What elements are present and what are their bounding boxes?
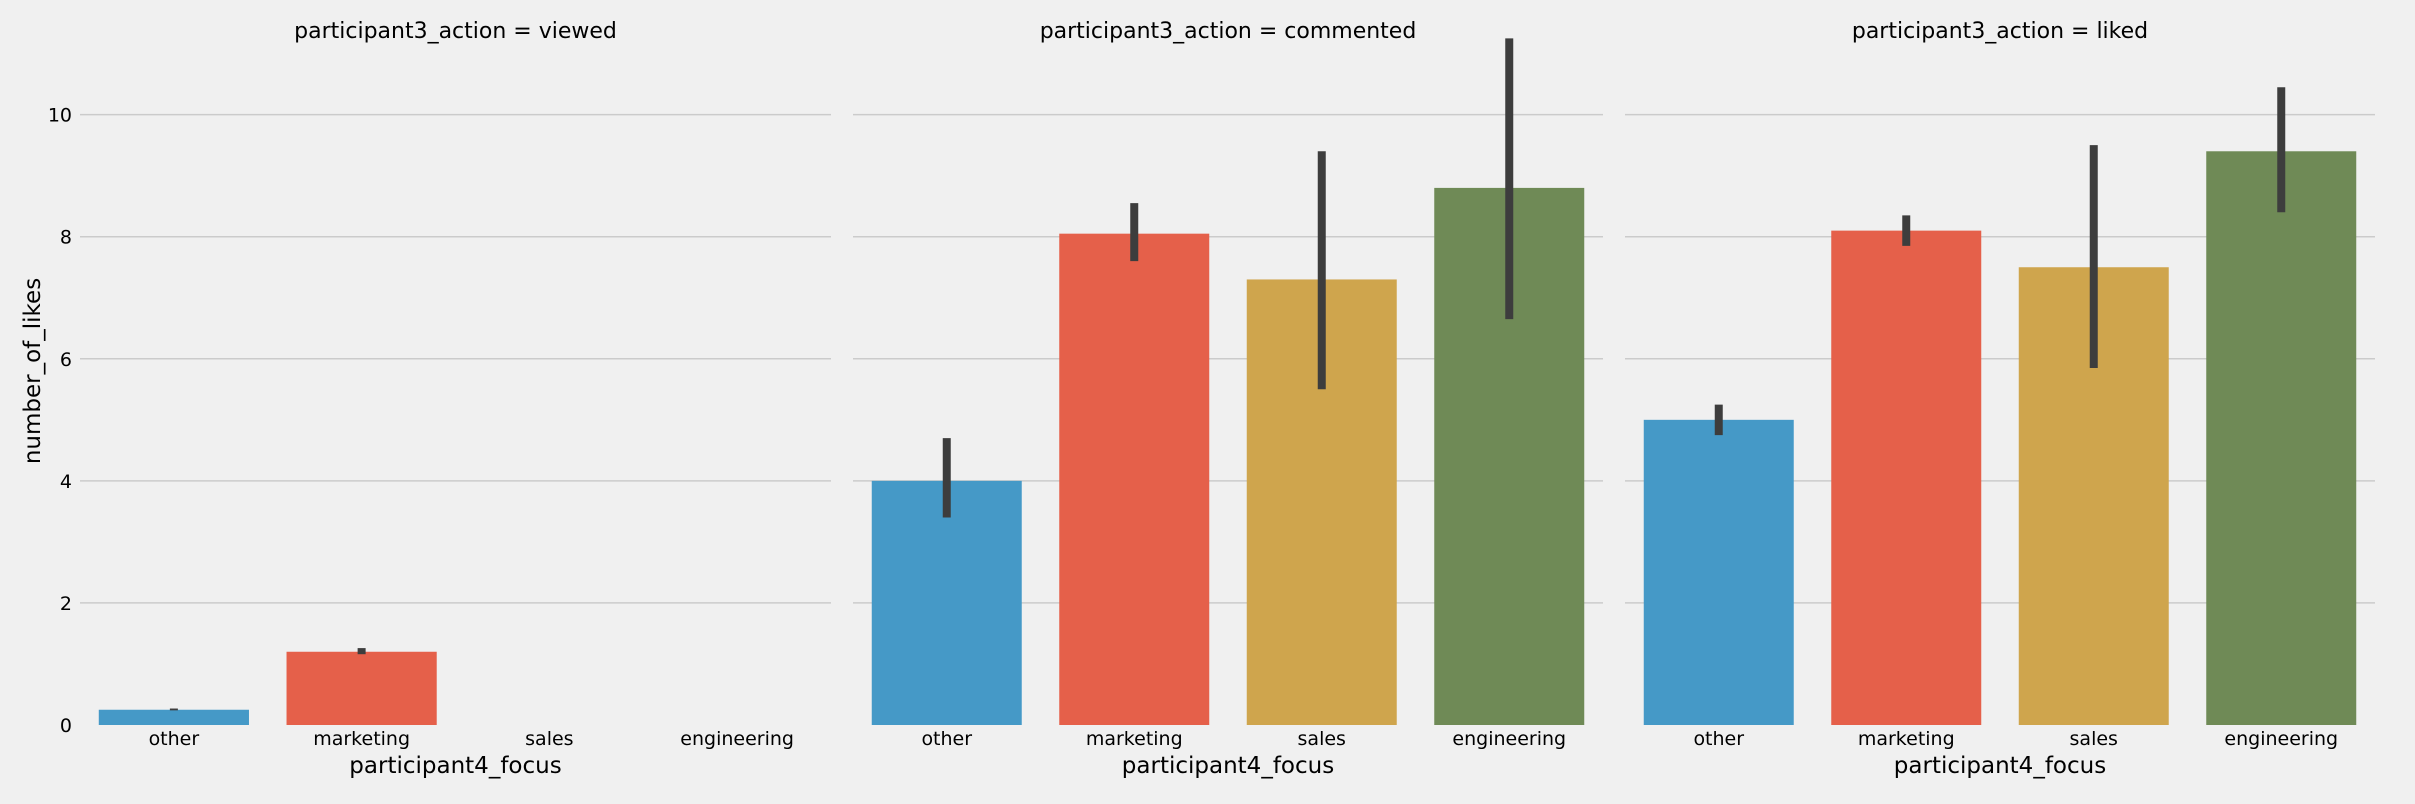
x-axis-label: participant4_focus — [1894, 753, 2106, 779]
facet-title: participant3_action = viewed — [294, 19, 617, 44]
y-axis-label: number_of_likes — [20, 278, 46, 464]
x-tick-label: engineering — [680, 728, 794, 750]
facet-title: participant3_action = commented — [1040, 19, 1417, 44]
x-axis-label: participant4_focus — [1122, 753, 1334, 779]
bar-marketing — [1831, 230, 1982, 725]
bar-engineering — [2206, 151, 2357, 725]
bar-marketing — [1059, 233, 1210, 725]
bar-other — [1643, 419, 1794, 725]
x-tick-label: other — [921, 728, 972, 750]
facet-panel-1: participant3_action = viewed other marketi… — [80, 19, 831, 779]
x-axis-label: participant4_focus — [349, 753, 561, 779]
facet-panel-2: participant3_action = commented other mark… — [853, 19, 1603, 779]
facet-title: participant3_action = liked — [1852, 19, 2148, 44]
bar-marketing — [286, 651, 437, 725]
y-tick-label: 0 — [60, 715, 72, 737]
x-tick-label: other — [1693, 728, 1744, 750]
x-tick-label: marketing — [313, 728, 410, 750]
y-tick-label: 2 — [60, 593, 72, 615]
x-tick-label: marketing — [1086, 728, 1183, 750]
y-tick-label: 8 — [60, 227, 72, 249]
x-tick-label: marketing — [1858, 728, 1955, 750]
facet-panel-3: participant3_action = liked other marketin… — [1625, 19, 2375, 779]
y-tick-label: 4 — [60, 471, 72, 493]
x-tick-label: other — [149, 728, 200, 750]
y-tick-label: 6 — [60, 349, 72, 371]
bar-other — [98, 709, 249, 725]
x-tick-label: engineering — [1452, 728, 1566, 750]
x-tick-label: sales — [525, 728, 573, 750]
x-tick-label: sales — [2070, 728, 2118, 750]
y-tick-label: 10 — [48, 105, 72, 127]
bar-other — [871, 480, 1022, 725]
x-tick-label: engineering — [2224, 728, 2338, 750]
x-tick-label: sales — [1298, 728, 1346, 750]
